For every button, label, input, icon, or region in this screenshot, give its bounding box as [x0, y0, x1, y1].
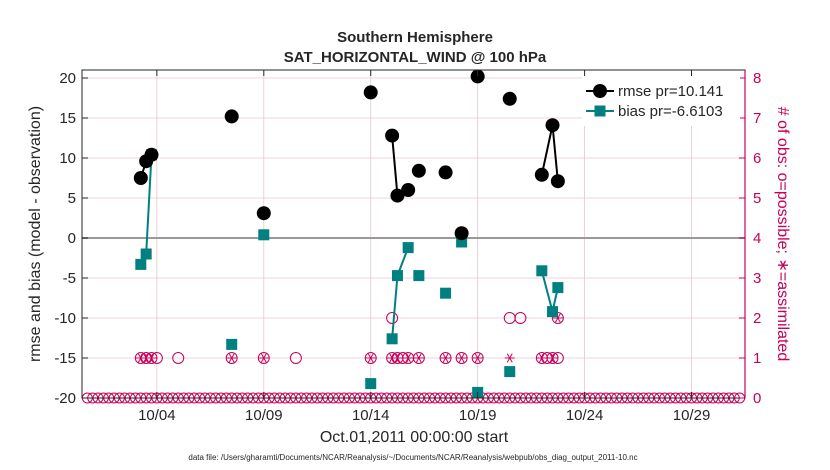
obs-assimilated-marker: [258, 353, 269, 363]
y2-tick-label: 3: [753, 270, 761, 287]
y-tick-label: -5: [63, 270, 76, 287]
obs-assimilated-marker: [536, 353, 547, 363]
rmse-point: [401, 183, 416, 197]
obs-assimilated-marker: [547, 353, 558, 363]
y-tick-label: 5: [68, 190, 76, 207]
rmse-point: [385, 128, 400, 143]
bias-point: [413, 270, 425, 282]
obs-assimilated-marker: [146, 353, 157, 363]
obs-possible-marker: [225, 352, 238, 364]
legend-bias-marker: [594, 105, 606, 117]
y2-axis-label: # of obs: o=possible; ∗=assimilated: [774, 107, 791, 361]
bias-point: [402, 242, 414, 254]
rmse-point: [411, 163, 426, 178]
bias-point: [536, 265, 548, 277]
bias-point: [552, 282, 564, 294]
obs-possible-marker: [386, 312, 399, 324]
rmse-point: [454, 226, 469, 241]
bias-point: [135, 258, 147, 270]
bias-point: [226, 338, 238, 350]
x-tick-label: 10/29: [673, 407, 711, 424]
bias-point: [391, 270, 403, 282]
obs-assimilated-marker: [365, 353, 376, 363]
y-tick-label: -10: [54, 310, 76, 327]
bias-point: [504, 366, 516, 378]
footnote: data file: /Users/gharamti/Documents/NCA…: [188, 453, 637, 462]
obs-possible-marker: [455, 352, 468, 364]
bias-point: [456, 236, 468, 248]
x-axis-label: Oct.01,2011 00:00:00 start: [320, 429, 509, 446]
y2-tick-label: 0: [753, 390, 761, 407]
rmse-point: [363, 85, 378, 100]
y2-tick-label: 7: [753, 110, 761, 127]
chart-title: Southern Hemisphere: [337, 29, 493, 46]
x-tick-label: 10/24: [566, 407, 604, 424]
y2-tick-label: 5: [753, 190, 761, 207]
rmse-point: [550, 174, 565, 189]
rmse-point: [390, 188, 405, 203]
axes: 10/04 10/09 10/14 10/19 10/24 10/2920151050-5…: [54, 70, 761, 424]
y-tick-label: -20: [54, 390, 76, 407]
obs-possible-marker: [514, 312, 527, 324]
rmse-point: [256, 206, 271, 221]
bias-point: [140, 248, 152, 260]
rmse-point: [534, 167, 549, 182]
bias-point: [440, 287, 452, 299]
obs-assimilated-marker: [472, 353, 483, 363]
rmse-point: [545, 118, 560, 133]
chart-subtitle: SAT_HORIZONTAL_WIND @ 100 hPa: [284, 49, 547, 66]
obs-possible-marker: [471, 352, 484, 364]
legend-box: [582, 76, 740, 126]
y-tick-label: 0: [68, 230, 76, 247]
y2-tick-label: 6: [753, 150, 761, 167]
y-tick-label: 10: [59, 150, 76, 167]
y2-tick-label: 4: [753, 230, 761, 247]
rmse-point: [224, 109, 239, 124]
obs-possible-marker: [412, 352, 425, 364]
bias-point: [258, 229, 270, 241]
obs-assimilated-marker: [504, 353, 515, 363]
obs-possible-marker: [257, 352, 270, 364]
series-layer: [133, 69, 565, 398]
x-tick-label: 10/19: [459, 407, 497, 424]
x-tick-label: 10/14: [352, 407, 390, 424]
obs-assimilated-marker: [226, 353, 237, 363]
legend-rmse-marker: [593, 84, 607, 98]
legend-bias-label: bias pr=-6.6103: [618, 103, 723, 120]
y2-tick-label: 8: [753, 70, 761, 87]
obs-possible-marker: [289, 352, 302, 364]
bias-point: [365, 378, 377, 390]
y2-tick-label: 2: [753, 310, 761, 327]
obs-assimilated-marker: [440, 353, 451, 363]
rmse-point: [470, 69, 485, 84]
rmse-point: [502, 91, 517, 106]
rmse-point: [133, 171, 148, 185]
bias-point: [386, 333, 398, 345]
obs-assimilated-marker: [392, 353, 403, 363]
legend-rmse-label: rmse pr=10.141: [618, 83, 723, 100]
obs-possible-marker: [172, 352, 185, 364]
obs-assimilated-marker: [456, 353, 467, 363]
rmse-point: [144, 147, 159, 162]
y2-tick-label: 1: [753, 350, 761, 367]
obs-assimilated-marker: [403, 353, 414, 363]
obs-possible-marker: [546, 352, 559, 364]
y-tick-label: 20: [59, 70, 76, 87]
x-tick-label: 10/04: [138, 407, 176, 424]
rmse-point: [438, 165, 453, 180]
y-axis-label: rmse and bias (model - observation): [27, 106, 44, 362]
y-tick-label: -15: [54, 350, 76, 367]
obs-assimilated-marker: [413, 353, 424, 363]
x-tick-label: 10/09: [245, 407, 283, 424]
bias-point: [547, 306, 559, 318]
y-tick-label: 15: [59, 110, 76, 127]
obs-possible-marker: [439, 352, 452, 364]
obs-possible-marker: [364, 352, 377, 364]
legend: rmse pr=10.141 bias pr=-6.6103: [582, 76, 740, 126]
